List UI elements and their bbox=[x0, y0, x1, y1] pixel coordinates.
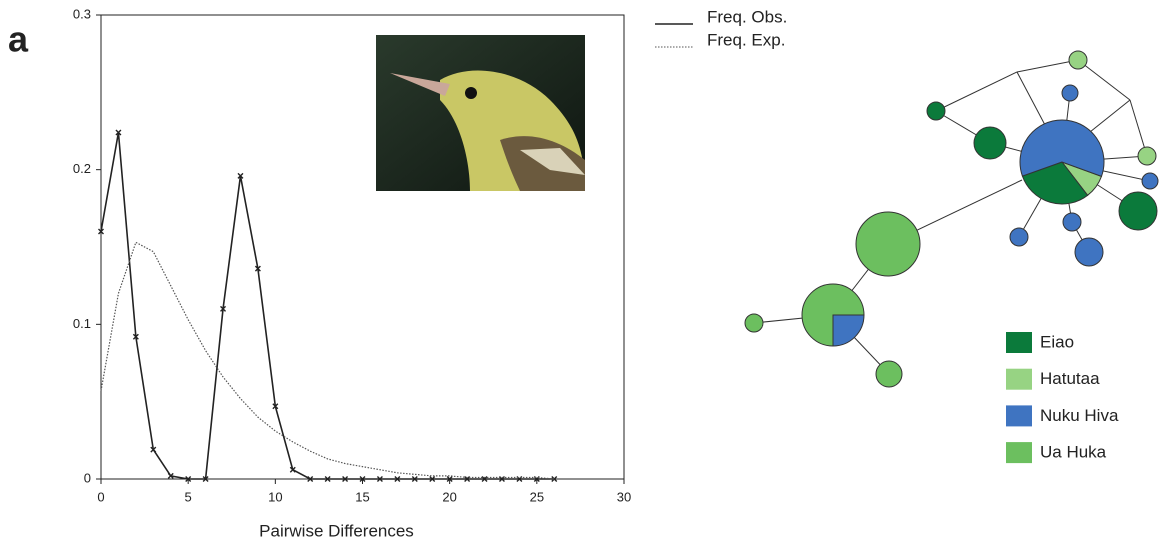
x-axis-label: Pairwise Differences bbox=[259, 521, 414, 540]
y-tick-label: 0.3 bbox=[73, 6, 91, 21]
point-marker bbox=[254, 265, 261, 272]
haplotype-node bbox=[1068, 50, 1088, 70]
point-marker bbox=[272, 403, 279, 410]
series-line bbox=[100, 241, 555, 480]
haplotype-pie-slice bbox=[801, 283, 865, 347]
x-tick-label: 30 bbox=[617, 489, 631, 504]
haplotype-node bbox=[1061, 84, 1079, 102]
point-marker bbox=[307, 476, 314, 482]
legend-swatch bbox=[1006, 442, 1032, 464]
haplotype-node bbox=[926, 101, 946, 121]
x-tick-label: 5 bbox=[185, 489, 192, 504]
haplotype-node bbox=[973, 126, 1007, 160]
network-edge bbox=[1077, 59, 1131, 101]
point-marker bbox=[394, 476, 401, 482]
point-marker bbox=[324, 476, 331, 482]
haplotype-pie-slice bbox=[832, 314, 865, 347]
haplotype-pie-slice bbox=[1019, 119, 1105, 178]
point-marker bbox=[481, 476, 488, 482]
point-marker bbox=[185, 476, 192, 482]
point-marker bbox=[132, 333, 139, 340]
haplotype-network bbox=[744, 50, 1159, 388]
haplotype-node bbox=[1074, 237, 1104, 267]
x-tick-label: 25 bbox=[530, 489, 544, 504]
point-marker bbox=[342, 476, 349, 482]
x-tick-label: 20 bbox=[442, 489, 456, 504]
network-edge bbox=[1016, 59, 1079, 73]
haplotype-pie-slice bbox=[1021, 161, 1089, 205]
point-marker bbox=[98, 228, 104, 235]
point-marker bbox=[551, 476, 558, 482]
point-marker bbox=[411, 476, 418, 482]
point-marker bbox=[220, 305, 227, 312]
panel-label: a bbox=[8, 19, 29, 60]
legend-label: Freq. Obs. bbox=[707, 7, 787, 26]
legend-label: Ua Huka bbox=[1040, 443, 1107, 462]
point-marker bbox=[446, 476, 453, 482]
legend-label: Eiao bbox=[1040, 332, 1074, 351]
y-tick-label: 0.1 bbox=[73, 316, 91, 331]
haplotype-node bbox=[855, 211, 921, 277]
point-marker bbox=[237, 172, 244, 179]
legend-swatch bbox=[1006, 368, 1032, 390]
x-tick-label: 10 bbox=[268, 489, 282, 504]
network-edge bbox=[1129, 99, 1148, 157]
network-edge bbox=[1089, 99, 1131, 133]
point-marker bbox=[376, 476, 383, 482]
point-marker bbox=[202, 476, 209, 482]
haplotype-node bbox=[744, 313, 764, 333]
point-marker bbox=[115, 129, 122, 136]
bird-photo bbox=[376, 35, 585, 191]
haplotype-node bbox=[875, 360, 903, 388]
point-marker bbox=[150, 446, 157, 453]
network-edge bbox=[1016, 71, 1046, 126]
legend-swatch bbox=[1006, 405, 1032, 427]
legend-label: Hatutaa bbox=[1040, 369, 1100, 388]
legend-label: Freq. Exp. bbox=[707, 30, 785, 49]
legend-swatch bbox=[1006, 332, 1032, 353]
y-tick-label: 0.2 bbox=[73, 161, 91, 176]
haplotype-node bbox=[1141, 172, 1159, 190]
point-marker bbox=[167, 472, 174, 479]
y-tick-label: 0 bbox=[84, 470, 91, 485]
point-marker bbox=[429, 476, 436, 482]
haplotype-node bbox=[1118, 191, 1158, 231]
point-marker bbox=[289, 466, 296, 473]
point-marker bbox=[359, 476, 366, 482]
haplotype-node bbox=[1137, 146, 1157, 166]
haplotype-node bbox=[1009, 227, 1029, 247]
legend-label: Nuku Hiva bbox=[1040, 406, 1119, 425]
haplotype-node bbox=[1062, 212, 1082, 232]
x-tick-label: 15 bbox=[355, 489, 369, 504]
point-marker bbox=[464, 476, 471, 482]
x-tick-label: 0 bbox=[97, 489, 104, 504]
network-edge bbox=[935, 71, 1018, 112]
